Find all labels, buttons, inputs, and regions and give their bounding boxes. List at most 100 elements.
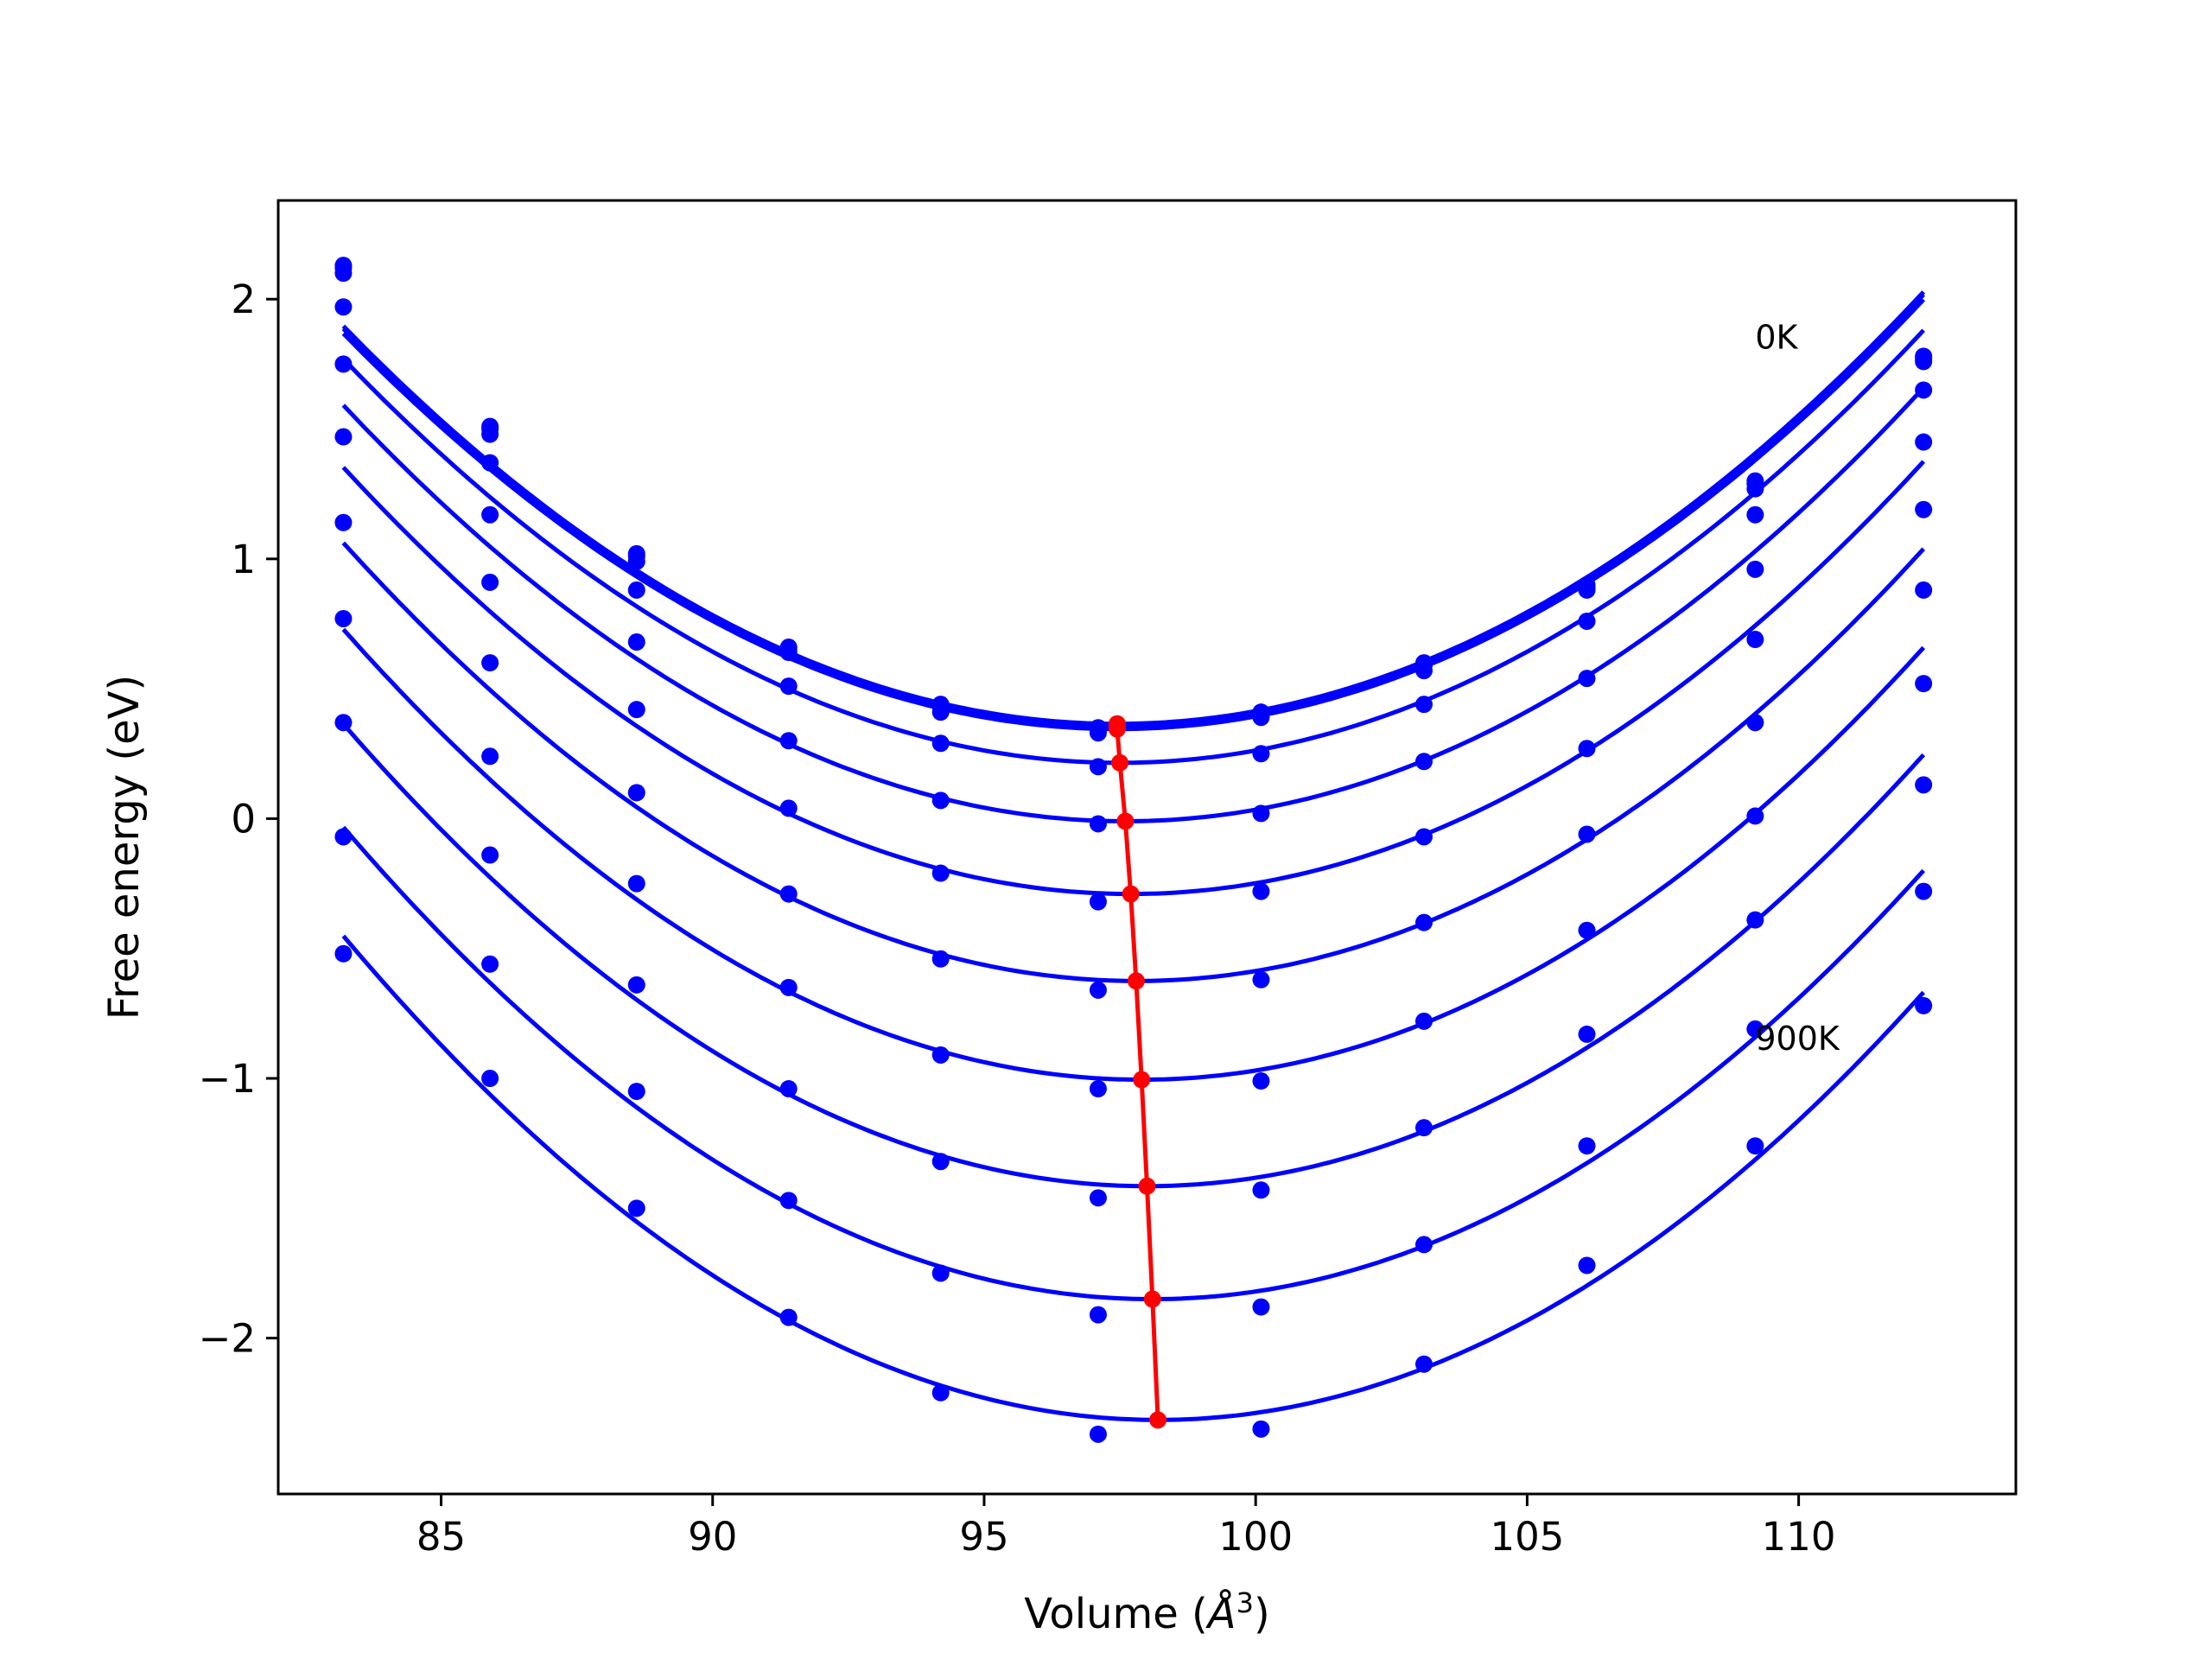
data-point-s9-2 xyxy=(481,846,499,864)
data-point-s5-5 xyxy=(931,791,950,810)
x-tick-label-85: 85 xyxy=(416,1514,466,1560)
minimum-point-10 xyxy=(1143,1290,1161,1308)
y-tick-label--2: −2 xyxy=(199,1316,256,1362)
x-axis-label-text: Volume ( xyxy=(1024,1590,1208,1638)
axis-ticks: 85 90 95 100 105 110 −2 −1 0 1 2 xyxy=(199,276,1836,1560)
data-point-s4-9 xyxy=(1578,612,1596,630)
data-point-s6-10 xyxy=(1746,631,1764,649)
data-point-s6-1 xyxy=(334,428,353,446)
data-point-s4-4 xyxy=(779,677,798,696)
fit-curve-4 xyxy=(341,328,1926,766)
data-point-s5-8 xyxy=(1415,753,1433,771)
plot-frame xyxy=(276,199,2018,1496)
data-point-s11-4 xyxy=(779,1308,798,1326)
data-point-s3-1 xyxy=(334,264,353,283)
data-point-s7-1 xyxy=(334,513,353,531)
data-point-s10-8 xyxy=(1415,1236,1433,1254)
data-point-s7-5 xyxy=(931,950,950,968)
data-point-s11-3 xyxy=(627,1199,645,1217)
fit-curve-2 xyxy=(341,293,1926,729)
data-point-s7-3 xyxy=(627,784,645,802)
data-point-s10-7 xyxy=(1252,1298,1270,1316)
data-point-s7-10 xyxy=(1746,714,1764,732)
data-point-s3-7 xyxy=(1252,709,1270,727)
data-point-s7-6 xyxy=(1089,981,1107,999)
data-point-s8-1 xyxy=(334,609,353,627)
data-point-s8-11 xyxy=(1915,675,1933,693)
minima-trace xyxy=(1108,715,1167,1429)
data-point-s7-2 xyxy=(481,654,499,672)
data-point-s10-4 xyxy=(779,1192,798,1210)
data-point-s6-11 xyxy=(1915,500,1933,518)
fit-curve-11 xyxy=(341,934,1926,1422)
minimum-point-9 xyxy=(1138,1177,1156,1195)
x-axis-label: Volume (Å3) xyxy=(1024,1586,1269,1638)
fit-curve-10 xyxy=(341,825,1926,1301)
y-tick-label-0: 0 xyxy=(231,796,256,842)
data-point-s6-9 xyxy=(1578,740,1596,758)
data-point-s8-7 xyxy=(1252,1072,1270,1090)
x-tick-label-100: 100 xyxy=(1218,1514,1293,1560)
data-point-s7-4 xyxy=(779,885,798,903)
data-point-s5-9 xyxy=(1578,670,1596,688)
data-point-s11-7 xyxy=(1252,1420,1270,1438)
data-point-s6-4 xyxy=(779,799,798,817)
x-tick-label-90: 90 xyxy=(688,1514,737,1560)
minimum-point-8 xyxy=(1133,1071,1151,1089)
data-point-s10-11 xyxy=(1915,882,1933,900)
minimum-point-5 xyxy=(1116,812,1135,830)
data-point-s9-11 xyxy=(1915,776,1933,794)
data-point-s6-2 xyxy=(481,573,499,591)
data-point-s3-8 xyxy=(1415,662,1433,680)
data-point-s6-7 xyxy=(1252,882,1270,900)
data-point-s4-5 xyxy=(931,734,950,753)
data-point-s7-8 xyxy=(1415,913,1433,931)
y-tick-label-2: 2 xyxy=(231,276,256,322)
data-point-s8-3 xyxy=(627,874,645,893)
data-point-s7-11 xyxy=(1915,581,1933,599)
x-axis-label-exponent: 3 xyxy=(1236,1586,1254,1619)
data-point-s9-4 xyxy=(779,1080,798,1098)
data-point-s8-6 xyxy=(1089,1080,1107,1098)
data-point-s9-9 xyxy=(1578,1025,1596,1043)
data-point-s7-9 xyxy=(1578,825,1596,843)
y-axis-label: Free energy (eV) xyxy=(100,675,149,1020)
data-point-s11-9 xyxy=(1578,1256,1596,1274)
data-point-s9-5 xyxy=(931,1153,950,1171)
data-point-s3-2 xyxy=(481,425,499,443)
data-point-s9-3 xyxy=(627,976,645,994)
data-point-s4-8 xyxy=(1415,696,1433,714)
data-point-s6-5 xyxy=(931,864,950,882)
annotation-900k: 900K xyxy=(1755,1020,1840,1058)
data-point-s4-1 xyxy=(334,298,353,316)
data-point-s6-6 xyxy=(1089,893,1107,911)
data-point-s9-1 xyxy=(334,714,353,732)
minimum-point-3 xyxy=(1108,720,1126,738)
data-point-s5-1 xyxy=(334,355,353,373)
data-point-s10-6 xyxy=(1089,1306,1107,1324)
y-tick-label--1: −1 xyxy=(199,1056,256,1102)
data-point-s11-10 xyxy=(1746,1137,1764,1155)
fit-curve-3 xyxy=(341,297,1926,732)
data-point-s8-9 xyxy=(1578,921,1596,939)
data-point-s4-7 xyxy=(1252,745,1270,763)
data-point-s8-2 xyxy=(481,747,499,766)
data-point-s10-2 xyxy=(481,955,499,973)
data-point-s3-4 xyxy=(779,644,798,662)
data-point-s6-8 xyxy=(1415,828,1433,846)
data-point-s4-6 xyxy=(1089,758,1107,776)
data-point-s3-6 xyxy=(1089,724,1107,742)
data-point-s11-2 xyxy=(481,1070,499,1088)
minimum-point-11 xyxy=(1149,1411,1167,1429)
data-point-s10-9 xyxy=(1578,1137,1596,1155)
data-point-s11-5 xyxy=(931,1383,950,1402)
data-point-s10-5 xyxy=(931,1264,950,1282)
data-point-s8-5 xyxy=(931,1046,950,1064)
data-point-s11-11 xyxy=(1915,996,1933,1014)
data-point-s4-11 xyxy=(1915,381,1933,399)
data-point-s10-10 xyxy=(1746,1020,1764,1038)
data-point-s8-8 xyxy=(1415,1012,1433,1030)
data-point-s5-4 xyxy=(779,732,798,750)
